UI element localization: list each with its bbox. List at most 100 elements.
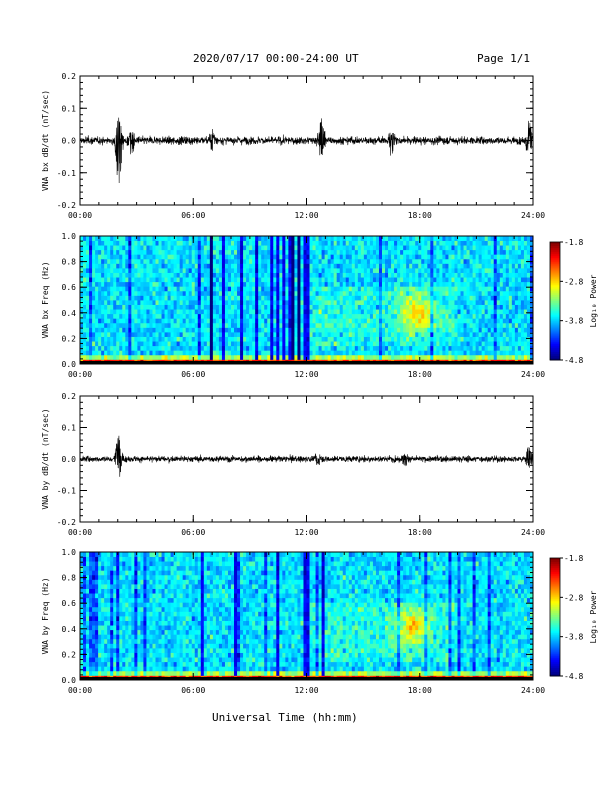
spectrogram-cell	[490, 258, 495, 264]
spectrogram-cell	[170, 295, 175, 301]
spectrogram-cell	[454, 272, 458, 278]
spectrogram-cell	[523, 272, 528, 278]
spectrogram-cell	[520, 263, 525, 269]
spectrogram-cell	[107, 327, 111, 333]
spectrogram-cell	[303, 272, 307, 278]
spectrogram-cell	[472, 350, 477, 356]
spectrogram-cell	[98, 350, 102, 356]
spectrogram-cell	[490, 332, 495, 337]
spectrogram-cell	[158, 327, 162, 333]
spectrogram-cell	[418, 300, 422, 305]
spectrogram-cell	[200, 350, 205, 356]
spectrogram-cell	[86, 561, 90, 567]
spectrogram-cell	[197, 245, 202, 251]
spectrogram-cell	[191, 336, 196, 342]
spectrogram-cell	[291, 313, 295, 319]
spectrogram-cell	[291, 332, 295, 337]
spectrogram-cell	[375, 286, 380, 292]
spectrogram-cell	[255, 272, 259, 278]
spectrogram-cell	[188, 341, 193, 347]
spectrogram-cell	[484, 240, 489, 246]
spectrogram-cell	[321, 318, 326, 324]
spectrogram-cell	[421, 341, 425, 347]
spectrogram-cell	[128, 290, 132, 296]
spectrogram-cell	[493, 286, 498, 292]
spectrogram-cell	[336, 327, 341, 333]
spectrogram-cell	[227, 341, 232, 347]
spectrogram-cell	[327, 263, 332, 269]
spectrogram-cell	[433, 327, 437, 333]
spectrogram-cell	[246, 313, 250, 319]
spectrogram-cell	[128, 263, 132, 269]
spectrogram-cell	[188, 236, 193, 241]
spectrogram-cell	[119, 616, 123, 621]
spectrogram-cell	[490, 268, 495, 273]
spectrogram-cell	[252, 258, 256, 264]
spectrogram-cell	[158, 277, 162, 283]
spectrogram-cell	[113, 332, 117, 337]
spectrogram-cell	[412, 249, 416, 255]
spectrogram-cell	[409, 341, 413, 347]
spectrogram-cell	[330, 332, 335, 337]
spectrogram-cell	[321, 345, 326, 351]
spectrogram-cell	[348, 281, 353, 287]
spectrogram-cell	[406, 350, 410, 356]
spectrogram-cell	[179, 295, 184, 301]
spectrogram-cell	[493, 268, 498, 273]
spectrogram-cell	[224, 258, 229, 264]
spectrogram-cell	[143, 322, 147, 328]
spectrogram-cell	[164, 268, 168, 273]
spectrogram-cell	[285, 258, 289, 264]
spectrogram-cell	[318, 336, 322, 342]
spectrogram-cell	[360, 318, 365, 324]
spectrogram-cell	[101, 556, 105, 562]
spectrogram-cell	[363, 336, 368, 342]
spectrogram-cell	[240, 322, 244, 328]
spectrogram-cell	[363, 350, 368, 356]
spectrogram-cell	[487, 263, 492, 269]
spectrogram-cell	[475, 240, 480, 246]
spectrogram-cell	[218, 245, 223, 251]
spectrogram-cell	[469, 318, 473, 324]
x-tick-label: 00:00	[68, 528, 92, 537]
spectrogram-cell	[89, 263, 93, 269]
spectrogram-cell	[101, 670, 105, 676]
spectrogram-cell	[517, 254, 522, 260]
spectrogram-cell	[92, 629, 96, 635]
spectrogram-cell	[155, 332, 159, 337]
spectrogram-cell	[252, 313, 256, 319]
spectrogram-cell	[309, 249, 313, 255]
spectrogram-cell	[291, 258, 295, 264]
spectrogram-cell	[249, 249, 253, 255]
spectrogram-cell	[179, 350, 184, 356]
spectrogram-cell	[433, 286, 437, 292]
spectrogram-cell	[282, 341, 286, 347]
spectrogram-cell	[218, 249, 223, 255]
spectrogram-cell	[315, 354, 319, 360]
spectrogram-cell	[511, 300, 516, 305]
spectrogram-cell	[218, 281, 223, 287]
spectrogram-cell	[86, 309, 90, 315]
spectrogram-cell	[95, 625, 99, 631]
spectrogram-cell	[303, 295, 307, 301]
spectrogram-cell	[430, 290, 434, 296]
spectrogram-cell	[282, 354, 286, 360]
spectrogram-cell	[267, 258, 271, 264]
spectrogram-cell	[418, 318, 422, 324]
spectrogram-cell	[309, 354, 313, 360]
spectrogram-cell	[333, 327, 338, 333]
spectrogram-cell	[472, 300, 477, 305]
spectrogram-cell	[221, 327, 226, 333]
spectrogram-cell	[270, 254, 274, 260]
spectrogram-cell	[433, 245, 437, 251]
spectrogram-cell	[354, 286, 359, 292]
spectrogram-cell	[514, 286, 519, 292]
spectrogram-cell	[493, 322, 498, 328]
spectrogram-cell	[116, 281, 120, 287]
spectrogram-cell	[463, 350, 467, 356]
spectrogram-cell	[119, 304, 123, 310]
spectrogram-cell	[243, 240, 247, 246]
spectrogram-cell	[279, 354, 283, 360]
spectrogram-cell	[529, 286, 534, 292]
spectrogram-cell	[101, 552, 105, 557]
